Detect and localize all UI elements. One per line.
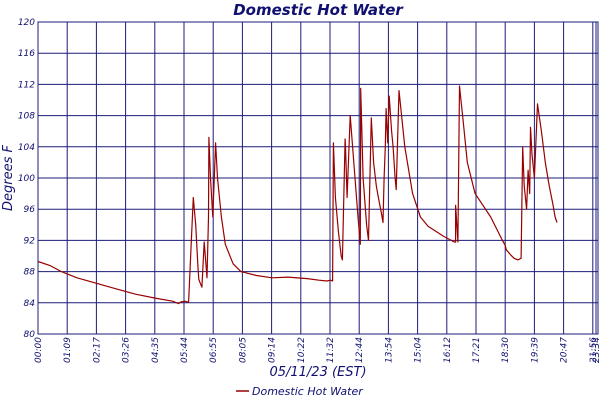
y-tick-label: 116: [18, 49, 35, 59]
x-tick-label: 11:32: [326, 337, 336, 363]
legend: Domestic Hot Water: [236, 385, 364, 398]
x-tick-label: 05:44: [180, 337, 190, 363]
y-tick-labels: 80 84 88 92 96 100 104 108 112 116 120: [18, 18, 35, 340]
x-tick-label: 00:00: [34, 337, 44, 363]
plot-area-border: [37, 21, 599, 335]
x-tick-label: 18:30: [501, 337, 511, 363]
y-tick-label: 80: [24, 330, 36, 340]
x-tick-label: 10:22: [297, 337, 307, 363]
x-tick-label: 03:26: [122, 337, 132, 363]
y-tick-label: 92: [24, 236, 36, 246]
chart-title: Domestic Hot Water: [233, 1, 404, 19]
series-line-domestic-hot-water: [37, 85, 558, 305]
y-tick-label: 112: [18, 80, 35, 90]
series-layer: [37, 85, 558, 305]
x-tick-label: 12:44: [355, 337, 365, 363]
x-tick-label: 06:55: [209, 337, 219, 363]
x-tick-label: 13:54: [384, 337, 394, 363]
x-tick-label: 08:05: [238, 337, 248, 363]
x-tick-label: 21:56: [589, 337, 599, 363]
x-tick-label: 16:12: [443, 337, 453, 363]
y-tick-label: 84: [24, 299, 36, 309]
y-tick-label: 104: [18, 143, 35, 153]
x-tick-label: 09:14: [268, 337, 278, 363]
x-tick-label: 17:21: [472, 337, 482, 363]
y-tick-label: 100: [18, 174, 35, 184]
x-tick-label: 02:17: [92, 337, 102, 363]
x-tick-label: 15:04: [414, 337, 424, 363]
x-tick-label: 20:47: [560, 337, 570, 363]
x-tick-label: 23:34: [592, 337, 600, 363]
x-tick-labels: 00:00 01:09 02:17 03:26 04:35 05:44 06:55 08:05…: [34, 337, 600, 363]
legend-label: Domestic Hot Water: [252, 385, 364, 398]
x-axis-label: 05/11/23 (EST): [269, 365, 366, 380]
y-tick-label: 120: [18, 18, 35, 28]
y-tick-label: 108: [18, 112, 35, 122]
x-tick-label: 19:39: [530, 337, 540, 363]
x-tick-label: 01:09: [63, 337, 73, 363]
y-tick-label: 88: [24, 268, 36, 278]
y-axis-label: Degrees F: [1, 144, 16, 211]
x-tick-label: 04:35: [151, 337, 161, 363]
y-tick-label: 96: [24, 205, 36, 215]
